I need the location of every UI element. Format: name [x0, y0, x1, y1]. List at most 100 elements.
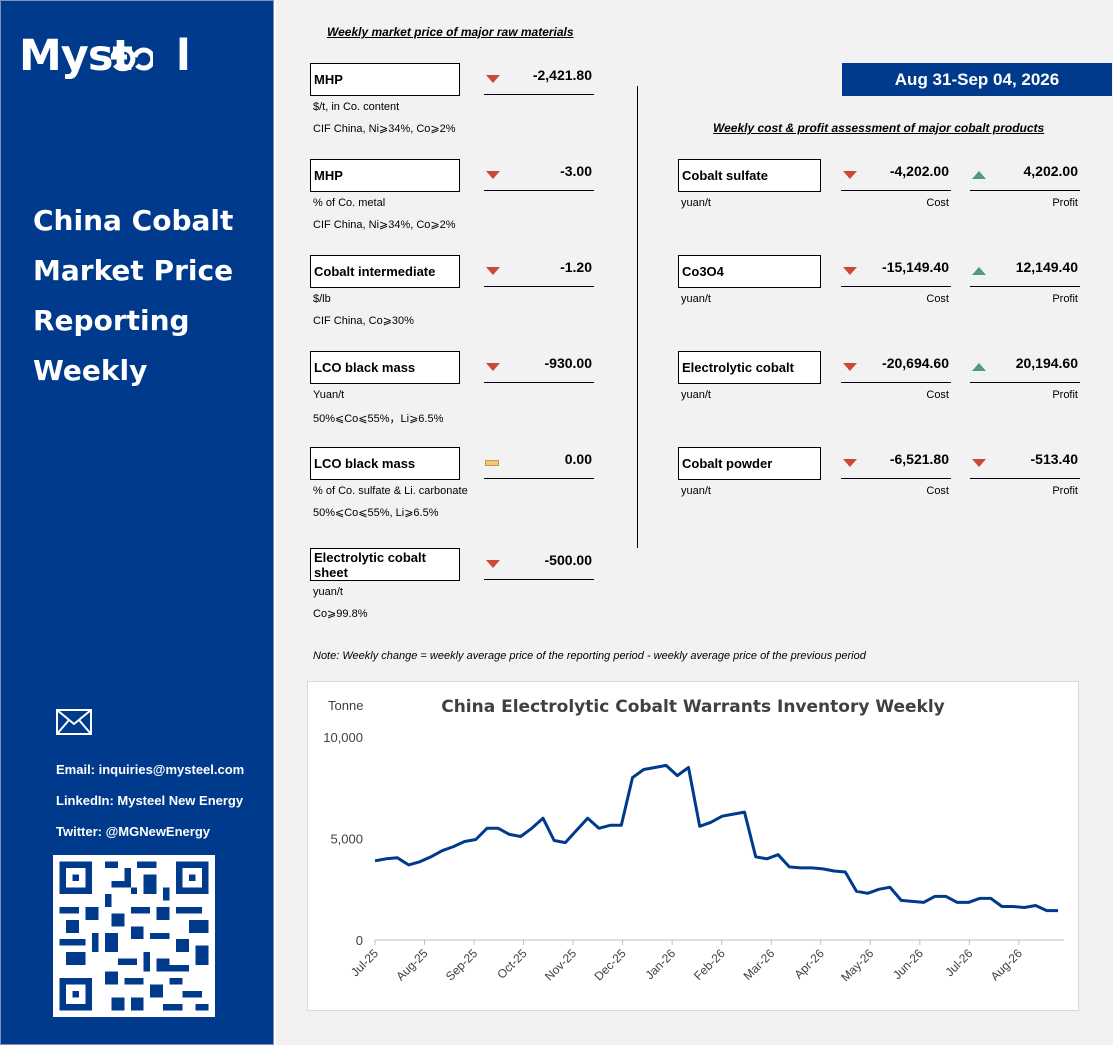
product-cost-change: -6,521.80	[841, 447, 951, 479]
x-tick-label: Nov-25	[542, 946, 579, 983]
arrow-down-icon	[486, 267, 500, 275]
raw-material-name: Electrolytic cobalt sheet	[310, 548, 460, 581]
cost-label: Cost	[926, 389, 949, 401]
sidebar: Myst l China Cobalt Market Price Reportin…	[0, 0, 274, 1045]
product-cost-change: -4,202.00	[841, 159, 951, 191]
raw-material-name: LCO black mass	[310, 351, 460, 384]
product-profit-change: 4,202.00	[970, 159, 1080, 191]
x-tick-label: Aug-26	[988, 946, 1025, 983]
y-tick-label: 5,000	[330, 832, 363, 847]
raw-material-name: Cobalt intermediate	[310, 255, 460, 288]
arrow-down-icon	[486, 363, 500, 371]
x-tick-label: Jun-26	[890, 946, 926, 982]
raw-material-spec: 50%⩽Co⩽55%，Li⩾6.5%	[313, 413, 444, 425]
arrow-down-icon	[486, 171, 500, 179]
raw-material-change: -2,421.80	[484, 63, 594, 95]
product-unit: yuan/t	[681, 197, 711, 209]
product-name: Electrolytic cobalt	[678, 351, 821, 384]
twitter-link[interactable]: Twitter: @MGNewEnergy	[56, 824, 211, 839]
weekly-change-note: Note: Weekly change = weekly average pri…	[313, 650, 866, 662]
x-tick-label: Jan-26	[642, 946, 678, 982]
raw-material-spec: CIF China, Co⩾30%	[313, 315, 414, 327]
arrow-down-icon	[486, 75, 500, 83]
inventory-line-chart: Tonne China Electrolytic Cobalt Warrants…	[323, 697, 1064, 984]
raw-material-change: -1.20	[484, 255, 594, 287]
arrow-down-icon	[843, 171, 857, 179]
raw-material-spec: CIF China, Ni⩾34%, Co⩾2%	[313, 123, 456, 135]
raw-material-name: MHP	[310, 159, 460, 192]
y-tick-label: 10,000	[323, 730, 363, 745]
logo-ee-mark-icon	[110, 46, 153, 72]
product-profit-change: 20,194.60	[970, 351, 1080, 383]
arrow-down-icon	[843, 267, 857, 275]
arrow-down-icon	[486, 560, 500, 568]
x-tick-label: Aug-25	[393, 946, 430, 983]
product-unit: yuan/t	[681, 293, 711, 305]
column-divider	[637, 86, 638, 548]
product-cost-change: -15,149.40	[841, 255, 951, 287]
report-title-line: Weekly	[33, 354, 148, 387]
product-cost-change: -20,694.60	[841, 351, 951, 383]
raw-material-spec: CIF China, Ni⩾34%, Co⩾2%	[313, 219, 456, 231]
raw-material-name: LCO black mass	[310, 447, 460, 480]
x-tick-label: Oct-25	[494, 946, 530, 982]
x-tick-label: Sep-25	[443, 946, 480, 983]
x-tick-label: Apr-26	[791, 946, 827, 982]
report-title-line: Market Price	[33, 254, 234, 287]
cost-label: Cost	[926, 293, 949, 305]
raw-material-name: MHP	[310, 63, 460, 96]
profit-label: Profit	[1052, 197, 1078, 209]
report-title-line: Reporting	[33, 304, 190, 337]
arrow-down-icon	[972, 459, 986, 467]
raw-material-change: 0.00	[484, 447, 594, 479]
profit-label: Profit	[1052, 485, 1078, 497]
arrow-down-icon	[843, 363, 857, 371]
raw-material-change: -500.00	[484, 548, 594, 580]
raw-material-unit: % of Co. metal	[313, 197, 386, 209]
arrow-up-icon	[972, 171, 986, 179]
raw-material-spec: 50%⩽Co⩽55%, Li⩾6.5%	[313, 507, 439, 519]
cost-profit-heading: Weekly cost & profit assessment of major…	[713, 121, 1045, 135]
arrow-up-icon	[972, 267, 986, 275]
x-tick-label: Mar-26	[741, 946, 778, 983]
x-tick-label: Jul-26	[942, 946, 975, 979]
mysteel-logo: Myst l	[19, 31, 191, 81]
flat-indicator-icon	[485, 460, 499, 466]
raw-material-unit: yuan/t	[313, 586, 343, 598]
cost-label: Cost	[926, 485, 949, 497]
profit-label: Profit	[1052, 293, 1078, 305]
arrow-down-icon	[843, 459, 857, 467]
x-tick-label: May-26	[838, 946, 876, 984]
raw-material-unit: % of Co. sulfate & Li. carbonate	[313, 485, 468, 497]
cost-label: Cost	[926, 197, 949, 209]
inventory-chart: Tonne China Electrolytic Cobalt Warrants…	[307, 681, 1079, 1011]
raw-materials-heading: Weekly market price of major raw materia…	[327, 25, 574, 39]
raw-material-change: -930.00	[484, 351, 594, 383]
profit-label: Profit	[1052, 389, 1078, 401]
x-tick-label: Feb-26	[691, 946, 728, 983]
x-tick-label: Dec-25	[592, 946, 629, 983]
linkedin-link[interactable]: LinkedIn: Mysteel New Energy	[56, 793, 244, 808]
x-tick-label: Jul-25	[348, 946, 381, 979]
qr-code-icon	[53, 855, 215, 1017]
raw-material-unit: Yuan/t	[313, 389, 345, 401]
raw-material-unit: $/t, in Co. content	[313, 101, 400, 113]
report-title-line: China Cobalt	[33, 204, 234, 237]
chart-title: China Electrolytic Cobalt Warrants Inven…	[441, 697, 945, 717]
raw-material-change: -3.00	[484, 159, 594, 191]
y-axis-label: Tonne	[328, 698, 363, 713]
y-tick-label: 0	[356, 933, 363, 948]
date-range: Aug 31 - Sep 04, 2026	[842, 63, 1112, 96]
product-unit: yuan/t	[681, 485, 711, 497]
raw-material-unit: $/lb	[313, 293, 331, 305]
product-unit: yuan/t	[681, 389, 711, 401]
raw-material-spec: Co⩾99.8%	[313, 608, 368, 620]
series-line	[374, 763, 1058, 913]
product-profit-change: -513.40	[970, 447, 1080, 479]
mail-icon[interactable]	[56, 709, 92, 735]
product-name: Cobalt sulfate	[678, 159, 821, 192]
arrow-up-icon	[972, 363, 986, 371]
product-name: Cobalt powder	[678, 447, 821, 480]
product-profit-change: 12,149.40	[970, 255, 1080, 287]
email-link[interactable]: Email: inquiries@mysteel.com	[56, 762, 245, 777]
